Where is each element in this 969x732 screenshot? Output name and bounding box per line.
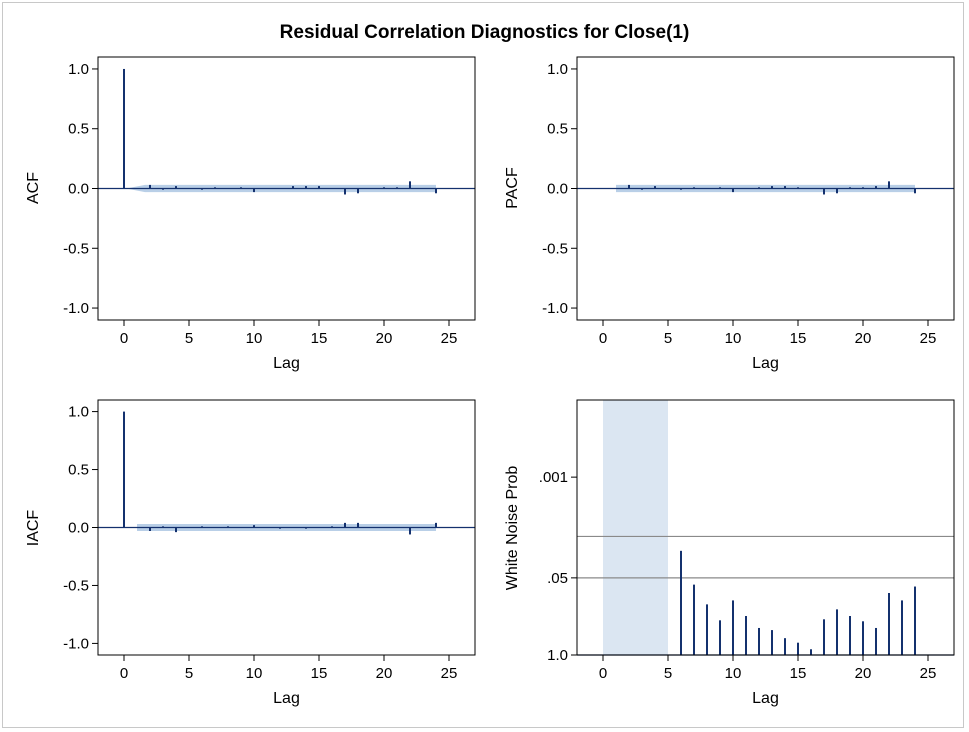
panel-pacf: 1.0 0.5 0.0 -0.5 -1.0 0 5 10 15 20 25 Lag PACF [504,56,955,372]
x-tick-label: 20 [376,665,393,682]
x-tick-label: 0 [120,330,128,347]
panel-white-noise-prob: .001 .05 1.0 0 5 10 15 20 25 Lag White Noise Prob [504,399,955,707]
y-tick-label: .001 [539,469,568,486]
x-axis-label: Lag [752,355,779,372]
y-tick-label: 0.5 [68,121,89,138]
y-axis-label: ACF [25,172,42,204]
x-tick-label: 15 [790,330,807,347]
x-tick-label: 5 [185,330,193,347]
plot-frame [576,399,955,656]
significance-shade [603,400,668,655]
x-axis-label: Lag [752,690,779,707]
y-tick-label: 1.0 [68,61,89,78]
x-tick-label: 10 [246,665,263,682]
x-tick-label: 25 [920,665,937,682]
x-tick-label: 0 [599,665,607,682]
x-tick-label: 5 [185,665,193,682]
x-tick-label: 25 [441,330,458,347]
x-axis-label: Lag [273,355,300,372]
y-tick-label: -1.0 [542,300,568,317]
x-tick-label: 0 [599,330,607,347]
y-tick-label: -0.5 [63,577,89,594]
x-tick-label: 10 [725,330,742,347]
y-tick-label: 0.0 [68,181,89,198]
x-tick-label: 5 [664,665,672,682]
y-axis-label: PACF [504,167,521,209]
y-tick-label: 1.0 [547,61,568,78]
y-tick-label: 0.5 [68,462,89,479]
x-tick-label: 20 [376,330,393,347]
x-tick-label: 5 [664,330,672,347]
y-axis-label: White Noise Prob [504,466,521,591]
page-title: Residual Correlation Diagnostics for Clo… [279,22,690,43]
x-tick-label: 20 [855,665,872,682]
y-tick-label: 1.0 [547,647,568,664]
x-tick-label: 15 [790,665,807,682]
x-tick-label: 0 [120,665,128,682]
y-tick-label: -0.5 [542,240,568,257]
y-tick-label: -0.5 [63,240,89,257]
x-tick-label: 25 [920,330,937,347]
y-tick-label: 0.0 [68,520,89,537]
x-axis-label: Lag [273,690,300,707]
panel-acf: 1.0 0.5 0.0 -0.5 -1.0 0 5 10 15 20 25 Lag ACF [25,56,476,372]
y-tick-label: 0.5 [547,121,568,138]
y-tick-label: -1.0 [63,635,89,652]
x-tick-label: 10 [246,330,263,347]
x-tick-label: 25 [441,665,458,682]
y-tick-label: 1.0 [68,404,89,421]
y-tick-label: -1.0 [63,300,89,317]
y-tick-label: 0.0 [547,181,568,198]
y-axis-label: IACF [25,510,42,547]
x-tick-label: 20 [855,330,872,347]
x-tick-label: 15 [311,665,328,682]
x-tick-label: 10 [725,665,742,682]
y-tick-label: .05 [547,570,568,587]
panel-iacf: 1.0 0.5 0.0 -0.5 -1.0 0 5 10 15 20 25 Lag IACF [25,399,476,707]
x-tick-label: 15 [311,330,328,347]
